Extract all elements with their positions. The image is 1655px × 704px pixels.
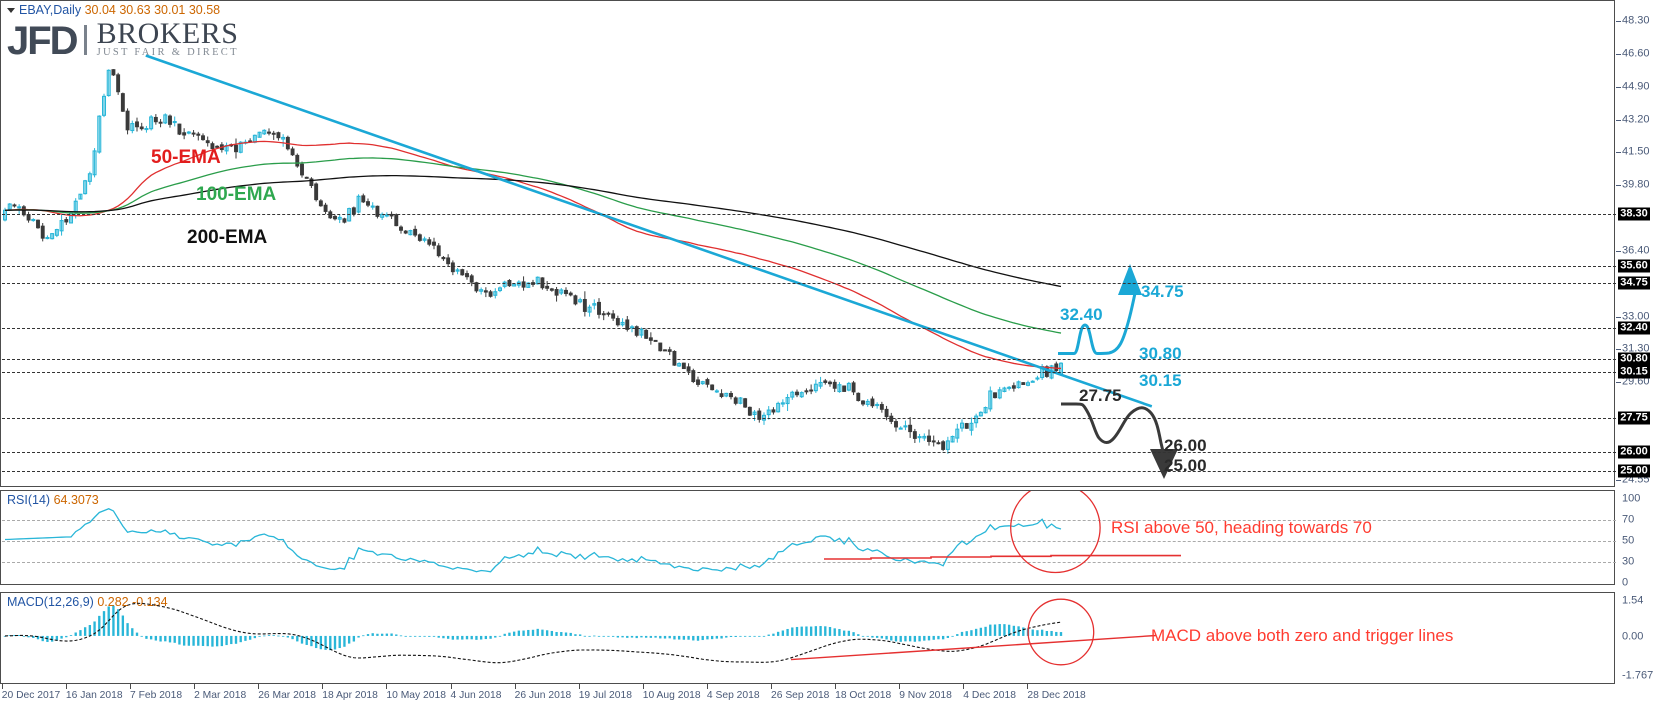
svg-text:30.15: 30.15 — [1139, 371, 1182, 390]
svg-text:MACD above both zero and trigg: MACD above both zero and trigger lines — [1151, 626, 1453, 645]
svg-text:32.40: 32.40 — [1060, 305, 1103, 324]
svg-text:27.75: 27.75 — [1079, 386, 1122, 405]
svg-text:34.75: 34.75 — [1141, 282, 1184, 301]
svg-text:30.80: 30.80 — [1139, 344, 1182, 363]
svg-text:100-EMA: 100-EMA — [196, 184, 277, 205]
svg-text:200-EMA: 200-EMA — [187, 227, 268, 248]
svg-text:RSI above 50, heading towards: RSI above 50, heading towards 70 — [1111, 518, 1372, 537]
svg-text:50-EMA: 50-EMA — [151, 147, 221, 168]
svg-text:25.00: 25.00 — [1164, 456, 1207, 475]
